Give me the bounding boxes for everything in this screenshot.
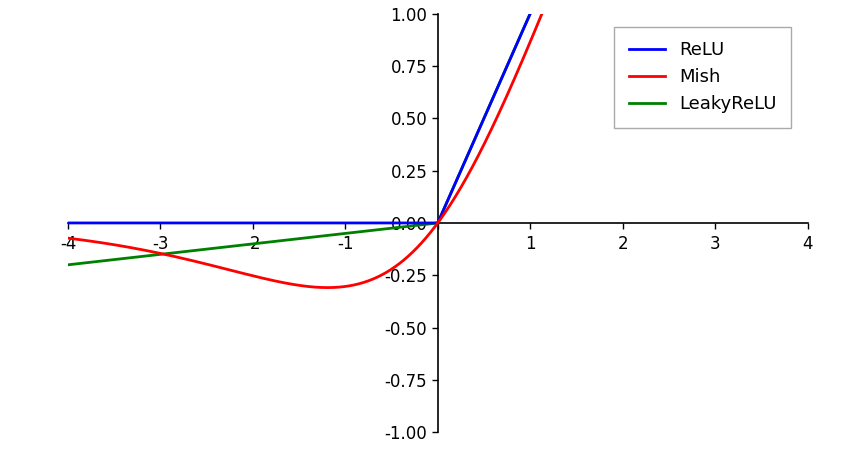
LeakyReLU [403,223,413,229]
ReLU [422,220,433,226]
Line: Mish: Mish [68,0,808,288]
Line: ReLU: ReLU [68,0,808,223]
Line: LeakyReLU: LeakyReLU [68,0,808,265]
ReLU [100,220,110,226]
ReLU [63,220,73,226]
Mish [422,233,433,238]
Mish [63,235,73,241]
Mish [100,241,110,246]
LeakyReLU [100,258,110,263]
Mish [323,285,333,290]
ReLU [403,220,413,226]
Legend: ReLU, Mish, LeakyReLU: ReLU, Mish, LeakyReLU [615,27,791,128]
LeakyReLU [63,262,73,268]
LeakyReLU [422,222,433,227]
Mish [403,253,413,259]
